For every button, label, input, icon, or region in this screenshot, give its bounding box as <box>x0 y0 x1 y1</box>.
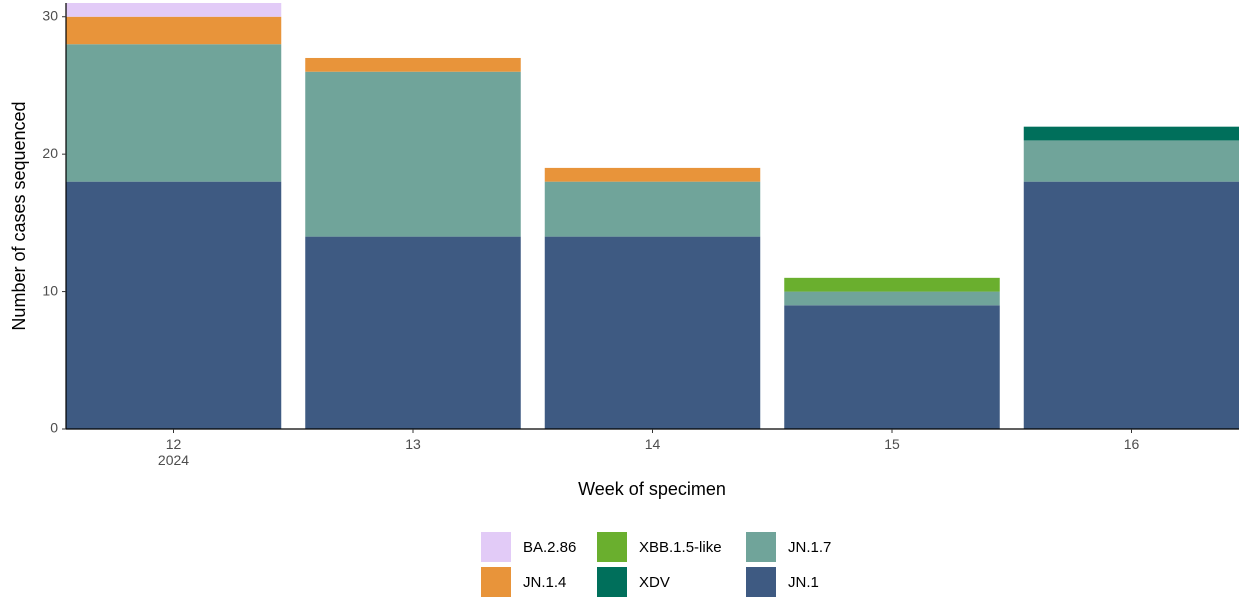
bar-segment <box>65 3 282 17</box>
legend-text: XDV <box>639 574 670 591</box>
legend-text: BA.2.86 <box>523 539 576 556</box>
legend-key <box>597 532 627 562</box>
bar-segment <box>65 16 282 45</box>
y-tick-label: 0 <box>50 420 58 436</box>
bar-segment <box>305 71 521 237</box>
bar-segment <box>1023 181 1239 429</box>
y-tick-label: 30 <box>42 7 58 23</box>
legend-text: JN.1.7 <box>788 539 831 556</box>
x-axis-title: Week of specimen <box>578 479 726 499</box>
bar-segment <box>305 236 521 429</box>
bar-segment <box>1023 140 1239 182</box>
y-tick-label: 10 <box>42 282 58 298</box>
x-tick-label: 15 <box>884 436 900 452</box>
bar-segment <box>1023 126 1239 141</box>
bar-segment <box>65 181 282 429</box>
legend-text: XBB.1.5-like <box>639 539 722 556</box>
y-tick-label: 20 <box>42 145 58 161</box>
bar-segment <box>305 57 521 72</box>
bar-segment <box>784 291 1000 306</box>
x-tick-label: 16 <box>1124 436 1140 452</box>
x-tick-label: 14 <box>645 436 661 452</box>
legend-text: JN.1 <box>788 574 819 591</box>
legend-key <box>481 567 511 597</box>
bar-segment <box>544 167 761 182</box>
bar-segment <box>544 236 761 429</box>
bar-segment <box>544 181 761 237</box>
legend-key <box>746 567 776 597</box>
legend-key <box>481 532 511 562</box>
legend-key <box>746 532 776 562</box>
y-axis-title: Number of cases sequenced <box>9 101 29 330</box>
legend-text: JN.1.4 <box>523 574 566 591</box>
bar-segment <box>65 44 282 182</box>
x-tick-label: 13 <box>405 436 421 452</box>
legend-key <box>597 567 627 597</box>
bar-segment <box>784 305 1000 429</box>
x-tick-label: 12 2024 <box>158 436 189 468</box>
bar-segment <box>784 277 1000 292</box>
